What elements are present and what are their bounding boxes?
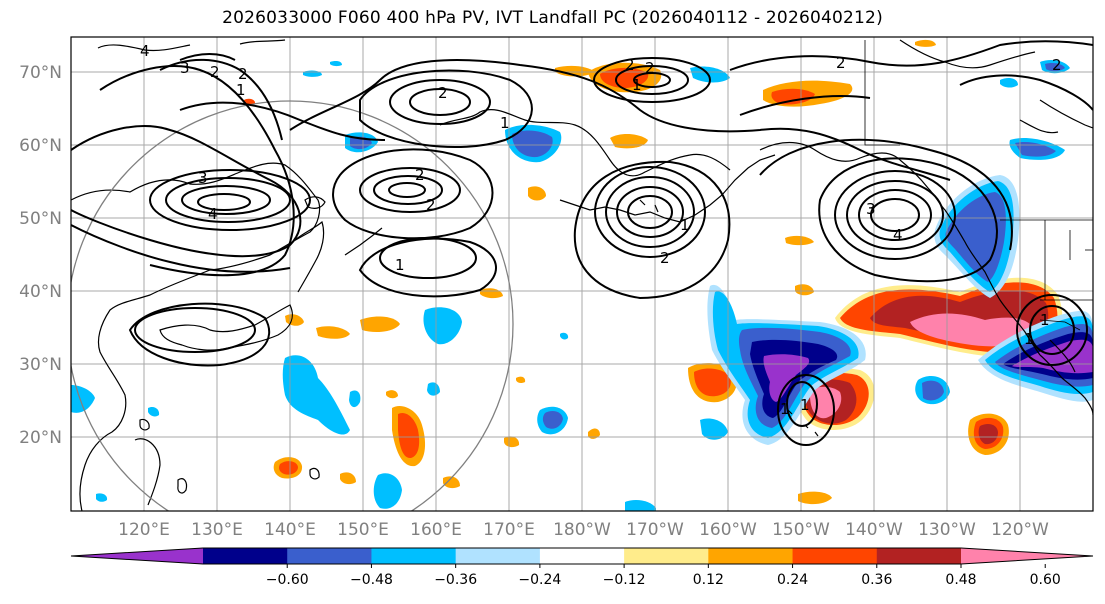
lat-label-20n: 20°N xyxy=(19,428,62,448)
contour-label: 1 xyxy=(780,400,790,418)
contour-label: 4 xyxy=(140,42,150,60)
colorbar-extension-right xyxy=(961,548,1093,564)
colorbar-segment xyxy=(455,548,541,564)
lat-label-30n: 30°N xyxy=(19,355,62,375)
lon-label-150w: 150°W xyxy=(772,520,830,540)
colorbar-tick-label: 0.24 xyxy=(777,572,808,588)
contour-label: 1 xyxy=(1040,311,1050,329)
contour-label: 4 xyxy=(208,205,218,223)
colorbar-tick-label: −0.60 xyxy=(266,572,309,588)
coastlines xyxy=(71,39,1093,511)
colorbar-segment xyxy=(876,548,962,564)
map-title: 2026033000 F060 400 hPa PV, IVT Landfall… xyxy=(222,8,883,28)
lon-label-180w: 180°W xyxy=(553,520,611,540)
colorbar-outline xyxy=(70,547,1094,565)
lat-label-40n: 40°N xyxy=(19,282,62,302)
contour-label: 3 xyxy=(198,169,208,187)
contour-label: 2 xyxy=(210,63,220,81)
contour-label: 2 xyxy=(426,196,436,214)
colorbar-tick-label: 0.60 xyxy=(1030,572,1061,588)
lon-label-130w: 130°W xyxy=(918,520,976,540)
contour-label: 1 xyxy=(632,76,642,94)
contour-label: 2 xyxy=(660,249,670,267)
contour-label: 2 xyxy=(645,59,655,77)
colorbar-segment xyxy=(371,548,457,564)
lon-label-170e: 170°E xyxy=(483,520,535,540)
colorbar-tick-label: −0.48 xyxy=(350,572,393,588)
colorbar-segment xyxy=(624,548,709,564)
contour-label: 3 xyxy=(866,200,876,218)
colorbar-segment xyxy=(792,548,878,564)
contour-label: 1 xyxy=(500,114,510,132)
colorbar: −0.60 −0.48 −0.36 −0.24 −0.12 0.12 0.24 0.36 0.4… xyxy=(70,547,1094,588)
influence-circle xyxy=(71,100,514,511)
colorbar-segment xyxy=(287,548,372,564)
lon-label-160e: 160°E xyxy=(410,520,462,540)
colorbar-segment xyxy=(708,548,794,564)
colorbar-extension-left xyxy=(71,548,203,564)
lon-label-140w: 140°W xyxy=(845,520,903,540)
lon-label-170w: 170°W xyxy=(626,520,684,540)
colorbar-segment xyxy=(539,548,625,564)
contour-label: 1 xyxy=(236,81,246,99)
contour-label: 2 xyxy=(238,65,248,83)
pc-shading xyxy=(71,39,1093,511)
pv-contours xyxy=(71,40,1093,446)
graticule xyxy=(71,37,1093,511)
contour-label: 4 xyxy=(893,226,903,244)
colorbar-tick-label: −0.24 xyxy=(518,572,561,588)
map-frame xyxy=(70,36,1094,512)
lat-label-70n: 70°N xyxy=(19,63,62,83)
contour-label: 2 xyxy=(836,54,846,72)
lon-label-140e: 140°E xyxy=(264,520,316,540)
colorbar-segment xyxy=(203,548,288,564)
colorbar-tick-label: −0.36 xyxy=(434,572,477,588)
contour-label: 1 xyxy=(680,216,690,234)
lon-label-130e: 130°E xyxy=(191,520,243,540)
political-borders xyxy=(864,40,1093,331)
longitude-labels: 120°E 130°E 140°E 150°E 160°E 170°E 180°… xyxy=(118,520,1049,540)
colorbar-tick-label: 0.48 xyxy=(945,572,976,588)
latitude-labels: 70°N 60°N 50°N 40°N 30°N 20°N xyxy=(19,63,62,448)
contour-label: 2 xyxy=(438,84,448,102)
lon-label-150e: 150°E xyxy=(337,520,389,540)
colorbar-tick-label: 0.12 xyxy=(693,572,724,588)
colorbar-tick-label: −0.12 xyxy=(603,572,646,588)
contour-label: 1 xyxy=(800,396,810,414)
lon-label-120w: 120°W xyxy=(991,520,1049,540)
contour-label: 1 xyxy=(395,256,405,274)
lat-label-50n: 50°N xyxy=(19,209,62,229)
contour-label: 3 xyxy=(180,59,190,77)
contour-label: 1 xyxy=(1024,330,1034,348)
colorbar-tick-label: 0.36 xyxy=(861,572,892,588)
contour-label: 2 xyxy=(1052,56,1062,74)
lat-label-60n: 60°N xyxy=(19,136,62,156)
contour-label: 2 xyxy=(625,56,635,74)
contour-label: 2 xyxy=(415,166,425,184)
lon-label-160w: 160°W xyxy=(699,520,757,540)
contour-labels: 4 3 2 2 1 3 4 2 1 2 2 1 2 2 1 2 2 3 4 1 … xyxy=(140,42,1062,418)
lon-label-120e: 120°E xyxy=(118,520,170,540)
